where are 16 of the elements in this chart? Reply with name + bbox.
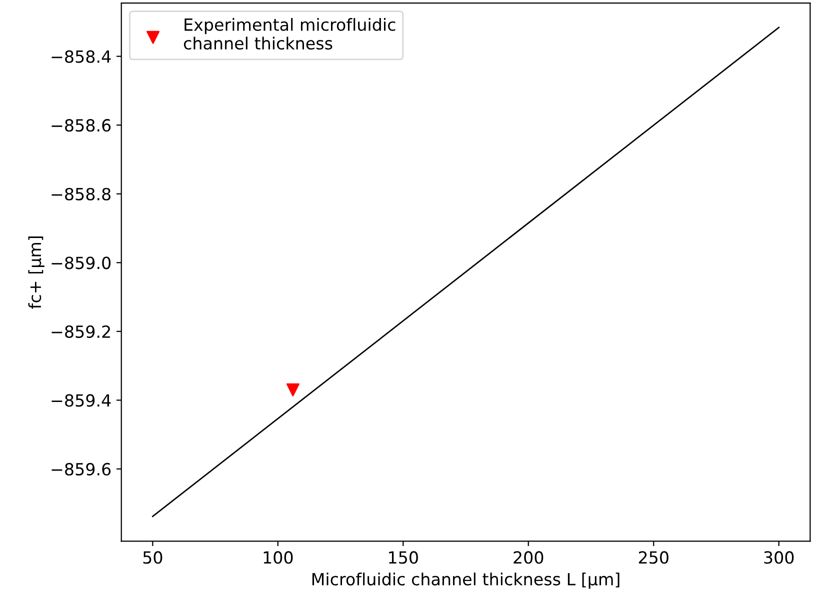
x-tick-label: 150 [389,551,418,564]
x-tick-label: 200 [514,551,544,564]
y-tick-label: −858.8 [52,188,110,200]
legend-label: Experimental microfluidic channel thickness [184,18,396,50]
x-axis-title: Microfluidic channel thickness L [μm] [312,572,620,589]
y-tick-label: −859.4 [52,394,111,407]
x-tick-label: 250 [638,551,668,564]
y-axis-title: fc+ [μm] [28,236,44,309]
y-tick-label: −858.6 [52,119,111,132]
x-tick-label: 100 [264,551,293,564]
y-tick-label: −858.4 [52,50,111,63]
x-tick-label: 50 [143,551,162,564]
x-tick-label: 300 [764,551,794,564]
y-tick-label: −859.0 [52,256,111,270]
y-tick-label: −859.6 [52,462,111,476]
y-tick-label: −859.2 [52,325,110,338]
